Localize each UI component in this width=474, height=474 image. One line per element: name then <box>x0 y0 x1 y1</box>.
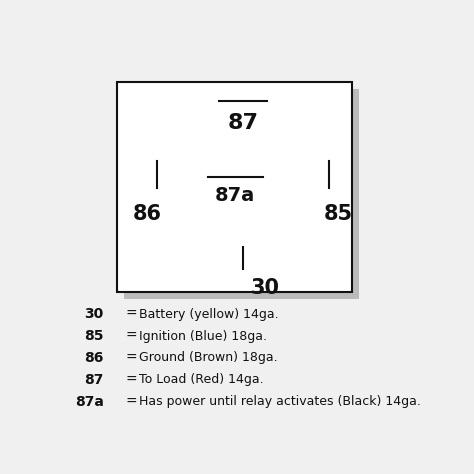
Text: 87: 87 <box>84 373 103 387</box>
Text: 30: 30 <box>250 278 279 299</box>
Text: Has power until relay activates (Black) 14ga.: Has power until relay activates (Black) … <box>139 395 421 408</box>
Text: 86: 86 <box>133 204 162 224</box>
Text: 30: 30 <box>84 307 103 321</box>
Text: 86: 86 <box>84 351 103 365</box>
Text: Ignition (Blue) 18ga.: Ignition (Blue) 18ga. <box>139 329 267 343</box>
Bar <box>117 82 352 292</box>
Text: 85: 85 <box>84 329 103 343</box>
Text: =: = <box>126 373 137 387</box>
Text: 87: 87 <box>228 113 258 134</box>
Text: =: = <box>126 351 137 365</box>
Bar <box>124 89 359 299</box>
Text: To Load (Red) 14ga.: To Load (Red) 14ga. <box>139 374 264 386</box>
Text: 87a: 87a <box>215 186 255 205</box>
Text: =: = <box>126 395 137 409</box>
Text: 87a: 87a <box>74 395 103 409</box>
Text: Ground (Brown) 18ga.: Ground (Brown) 18ga. <box>139 352 278 365</box>
Text: =: = <box>126 329 137 343</box>
Text: =: = <box>126 307 137 321</box>
Text: 85: 85 <box>324 204 353 224</box>
Text: Battery (yellow) 14ga.: Battery (yellow) 14ga. <box>139 308 279 321</box>
